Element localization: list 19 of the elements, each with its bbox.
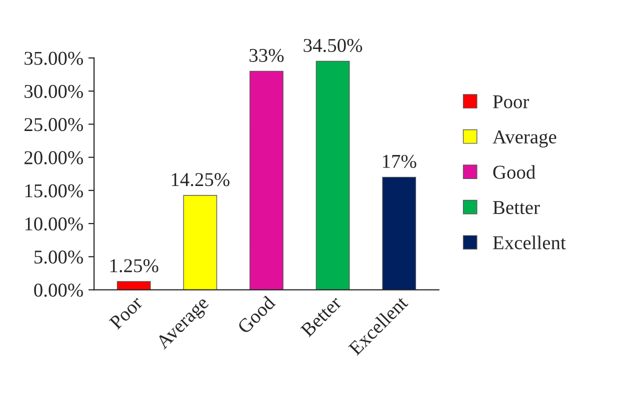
data-label: 34.50%: [304, 38, 362, 52]
legend-label: Poor: [493, 95, 530, 108]
legend-label: Better: [493, 201, 540, 214]
legend-label: Excellent: [493, 236, 566, 250]
data-label: 33%: [250, 48, 284, 62]
y-tick-label: 0.00%: [34, 284, 83, 297]
legend-label: Average: [492, 130, 556, 148]
data-label: 1.25%: [110, 259, 158, 272]
y-tick-label: 15.00%: [25, 184, 83, 198]
y-tick-label: 5.00%: [34, 250, 83, 264]
y-tick-label: 30.00%: [24, 84, 83, 98]
data-label: 17%: [383, 154, 416, 168]
data-label: 14.25%: [172, 173, 230, 186]
y-tick-label: 35.00%: [24, 52, 83, 65]
x-tick-label: Poor: [108, 295, 144, 330]
legend-label: Good: [493, 165, 536, 179]
y-tick-label: 25.00%: [24, 118, 83, 132]
y-tick-label: 10.00%: [25, 217, 83, 231]
y-tick-label: 20.00%: [24, 151, 83, 164]
